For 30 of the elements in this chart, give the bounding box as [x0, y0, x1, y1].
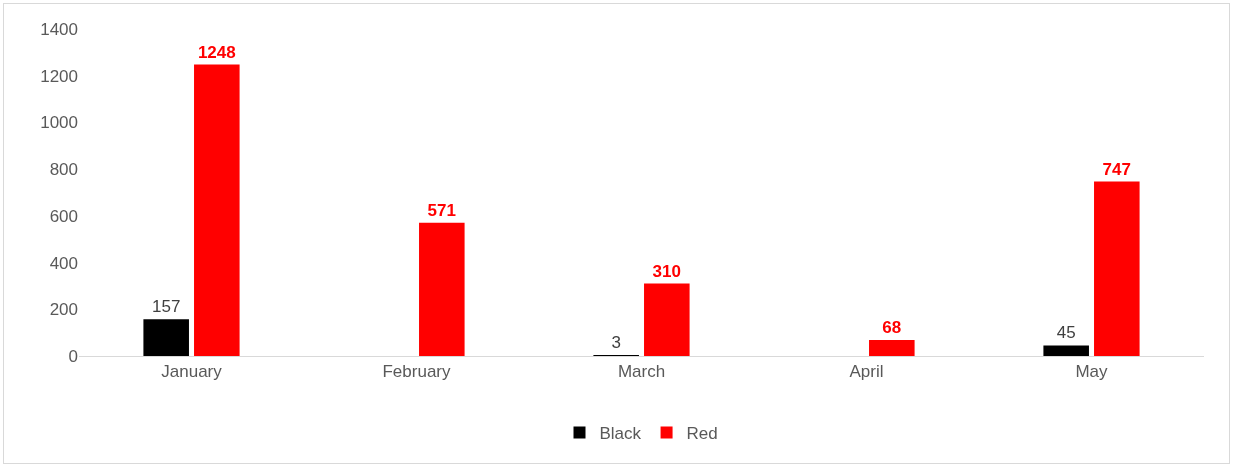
data-label: 1248: [197, 42, 236, 62]
bar: [1094, 181, 1140, 356]
data-label: 310: [652, 261, 681, 281]
y-tick-label: 800: [49, 160, 78, 180]
data-label: 571: [427, 200, 456, 220]
x-tick-label: May: [1075, 362, 1109, 382]
y-tick-label: 0: [68, 346, 78, 366]
bar: [143, 319, 189, 356]
data-label: 68: [882, 318, 902, 338]
data-label: 45: [1056, 323, 1076, 343]
data-label: 747: [1102, 159, 1131, 179]
y-tick-label: 400: [49, 253, 78, 273]
legend-label: Red: [686, 424, 718, 444]
y-tick-label: 1200: [40, 66, 78, 86]
x-tick-label: March: [617, 362, 666, 382]
x-tick-label: February: [382, 362, 452, 382]
y-tick-label: 600: [49, 206, 78, 226]
bar: [869, 340, 915, 356]
bar: [419, 222, 465, 356]
legend-label: Black: [599, 424, 642, 444]
bar: [644, 283, 690, 356]
data-label: 157: [152, 297, 181, 317]
x-tick-label: April: [849, 362, 884, 382]
x-tick-label: January: [161, 362, 223, 382]
data-label: 3: [611, 333, 621, 352]
y-tick-label: 1400: [40, 19, 78, 39]
y-tick-label: 200: [49, 300, 78, 320]
bar: [1043, 345, 1089, 356]
bar: [194, 64, 240, 356]
y-tick-label: 1000: [40, 113, 78, 133]
